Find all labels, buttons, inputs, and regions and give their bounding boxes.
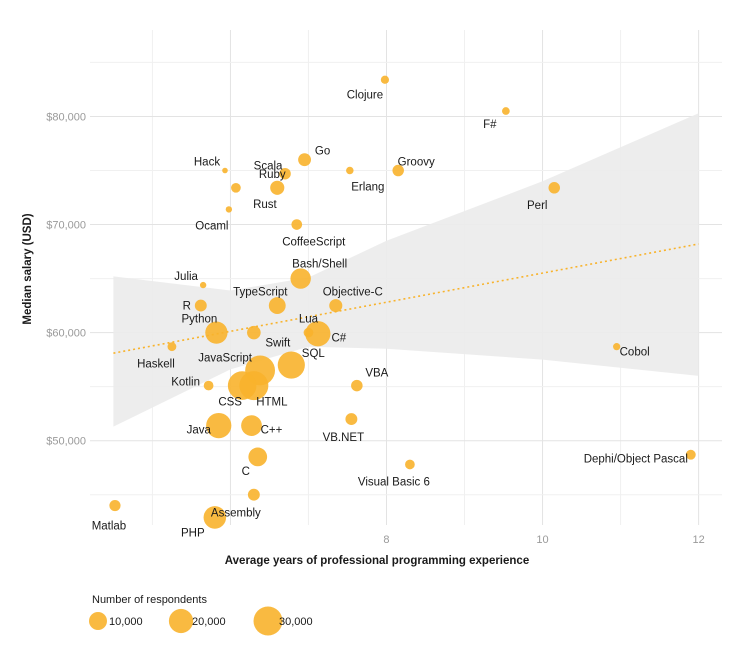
point-label: Perl: [527, 200, 547, 212]
data-point: [346, 166, 354, 175]
data-point: [203, 380, 214, 391]
data-point: [380, 75, 390, 84]
data-point: [305, 321, 331, 347]
point-label: Python: [181, 314, 217, 326]
data-point: [199, 281, 207, 289]
legend-label: 20,000: [192, 616, 226, 628]
data-point: [277, 351, 305, 379]
data-point: [205, 321, 228, 344]
point-label: Haskell: [137, 359, 175, 371]
point-label: F#: [483, 119, 497, 131]
point-label: Bash/Shell: [292, 259, 347, 271]
point-label: Lua: [299, 314, 319, 326]
data-point: [501, 107, 510, 115]
data-point: [613, 343, 621, 351]
x-tick-label: 10: [536, 534, 548, 546]
point-labels: Clojure F# Hack Scala Go Erlang Groovy Rust Ruby…: [92, 90, 688, 540]
point-label: Java: [187, 425, 212, 437]
data-point: [685, 449, 696, 460]
point-label: TypeScript: [233, 287, 288, 299]
data-point: [303, 327, 314, 338]
point-label: Objective-C: [323, 287, 383, 299]
legend-label: 30,000: [279, 616, 313, 628]
data-point: [548, 182, 560, 194]
point-label: Ocaml: [195, 220, 228, 232]
point-label: VB.NET: [323, 432, 365, 444]
point-label: PHP: [181, 527, 205, 539]
legend-label: 10,000: [109, 616, 143, 628]
point-label: C#: [331, 333, 346, 345]
point-label: Groovy: [398, 157, 435, 169]
legend-title: Number of respondents: [92, 594, 207, 606]
legend-entries: 10,000 20,000 30,000: [89, 606, 313, 636]
data-point: [268, 297, 286, 315]
data-point: [279, 168, 291, 180]
data-point: [203, 506, 227, 529]
size-legend: Number of respondents 10,000 20,000 30,000: [89, 594, 313, 636]
data-point: [291, 219, 303, 230]
x-tick-label: 12: [692, 534, 704, 546]
legend-key: [168, 608, 194, 634]
point-label: Visual Basic 6: [358, 476, 430, 488]
y-tick-label: $70,000: [46, 220, 86, 232]
y-axis-title: Median salary (USD): [22, 213, 34, 324]
data-point: [405, 459, 415, 470]
y-tick-label: $50,000: [46, 436, 86, 448]
point-label: CSS: [218, 397, 242, 409]
point-label: Clojure: [347, 90, 383, 102]
data-point: [298, 153, 311, 167]
point-label: Matlab: [92, 521, 127, 533]
point-label: Dephi/Object Pascal: [584, 454, 688, 466]
data-point: [248, 447, 268, 467]
point-label: Erlang: [351, 182, 384, 194]
point-label: HTML: [256, 397, 288, 409]
data-point: [351, 379, 363, 392]
point-label: Go: [315, 146, 330, 158]
point-label: C: [242, 466, 250, 478]
legend-key: [89, 612, 107, 630]
legend-key: [253, 606, 283, 636]
point-label: Hack: [194, 157, 220, 169]
data-point: [392, 164, 404, 177]
data-point: [247, 325, 261, 340]
data-point: [290, 268, 311, 289]
data-point: [222, 167, 228, 174]
point-label: CoffeeScript: [282, 237, 346, 249]
point-label: Ruby: [259, 169, 286, 181]
trend-line: [113, 243, 699, 354]
data-point: [225, 206, 233, 213]
y-tick-label: $60,000: [46, 328, 86, 340]
data-point: [345, 413, 358, 426]
y-tick-label: $80,000: [46, 111, 86, 123]
point-label: Scala: [254, 161, 283, 173]
data-point: [241, 415, 262, 436]
point-label: VBA: [365, 368, 388, 380]
point-label: JavaScript: [198, 352, 252, 364]
data-points: [109, 75, 696, 529]
point-label: Swift: [265, 338, 291, 350]
x-axis-title: Average years of professional programmin…: [225, 555, 529, 567]
point-label: Kotlin: [171, 377, 200, 389]
x-tick-label: 8: [383, 534, 389, 546]
point-label: Julia: [174, 271, 198, 283]
data-point: [227, 371, 257, 400]
point-label: SQL: [302, 348, 326, 360]
data-point: [194, 299, 207, 312]
data-point: [329, 299, 343, 313]
point-label: C++: [261, 425, 283, 437]
trend-line-layer: [113, 243, 699, 354]
data-point: [206, 412, 232, 439]
data-point: [109, 499, 121, 512]
data-point: [231, 182, 241, 193]
data-point: [270, 180, 285, 195]
point-label: Rust: [253, 199, 277, 211]
point-label: Assembly: [211, 508, 261, 520]
axis-ticks: 8 10 12 $50,000 $60,000 $70,000 $80,000: [46, 111, 704, 546]
point-label: R: [183, 301, 191, 313]
data-point: [167, 342, 177, 352]
point-label: Cobol: [620, 347, 650, 359]
data-point: [247, 488, 260, 501]
